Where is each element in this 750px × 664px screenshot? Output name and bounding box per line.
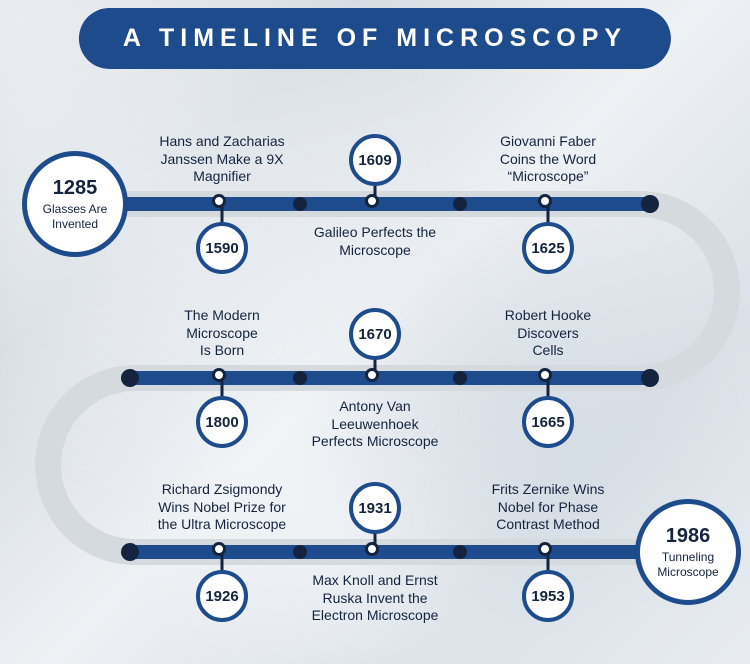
event-pin xyxy=(538,542,552,556)
event-label: Max Knoll and ErnstRuska Invent theElect… xyxy=(290,572,460,625)
timeline-dot xyxy=(453,371,467,385)
event-pin xyxy=(212,194,226,208)
event-label: Richard ZsigmondyWins Nobel Prize forthe… xyxy=(137,481,307,534)
year-badge: 1590 xyxy=(196,222,248,274)
year-badge: 1926 xyxy=(196,570,248,622)
event-label: The ModernMicroscopeIs Born xyxy=(137,307,307,360)
timeline-dot xyxy=(293,545,307,559)
timeline-end-dot xyxy=(121,543,139,561)
year-badge: 1953 xyxy=(522,570,574,622)
timeline-dot xyxy=(453,545,467,559)
year-badge: 1800 xyxy=(196,396,248,448)
event-label: Hans and ZachariasJanssen Make a 9XMagni… xyxy=(137,133,307,186)
event-pin xyxy=(365,368,379,382)
event-pin xyxy=(538,194,552,208)
start-endpoint: 1285Glasses AreInvented xyxy=(22,151,128,257)
year-badge: 1609 xyxy=(349,134,401,186)
year-badge: 1665 xyxy=(522,396,574,448)
year-badge: 1625 xyxy=(522,222,574,274)
event-label: Galileo Perfects theMicroscope xyxy=(290,224,460,259)
timeline-end-dot xyxy=(121,369,139,387)
event-label: Giovanni FaberCoins the Word“Microscope” xyxy=(463,133,633,186)
event-pin xyxy=(212,542,226,556)
event-label: Antony VanLeeuwenhoekPerfects Microscope xyxy=(290,398,460,451)
event-pin xyxy=(365,194,379,208)
end-endpoint: 1986TunnelingMicroscope xyxy=(635,499,741,605)
timeline-end-dot xyxy=(641,369,659,387)
event-pin xyxy=(538,368,552,382)
event-label: Frits Zernike WinsNobel for PhaseContras… xyxy=(463,481,633,534)
page-title: A TIMELINE OF MICROSCOPY xyxy=(79,8,671,69)
timeline-end-dot xyxy=(641,195,659,213)
year-badge: 1931 xyxy=(349,482,401,534)
timeline-dot xyxy=(293,371,307,385)
event-label: Robert HookeDiscoversCells xyxy=(463,307,633,360)
event-pin xyxy=(212,368,226,382)
timeline-dot xyxy=(293,197,307,211)
year-badge: 1670 xyxy=(349,308,401,360)
timeline-dot xyxy=(453,197,467,211)
event-pin xyxy=(365,542,379,556)
